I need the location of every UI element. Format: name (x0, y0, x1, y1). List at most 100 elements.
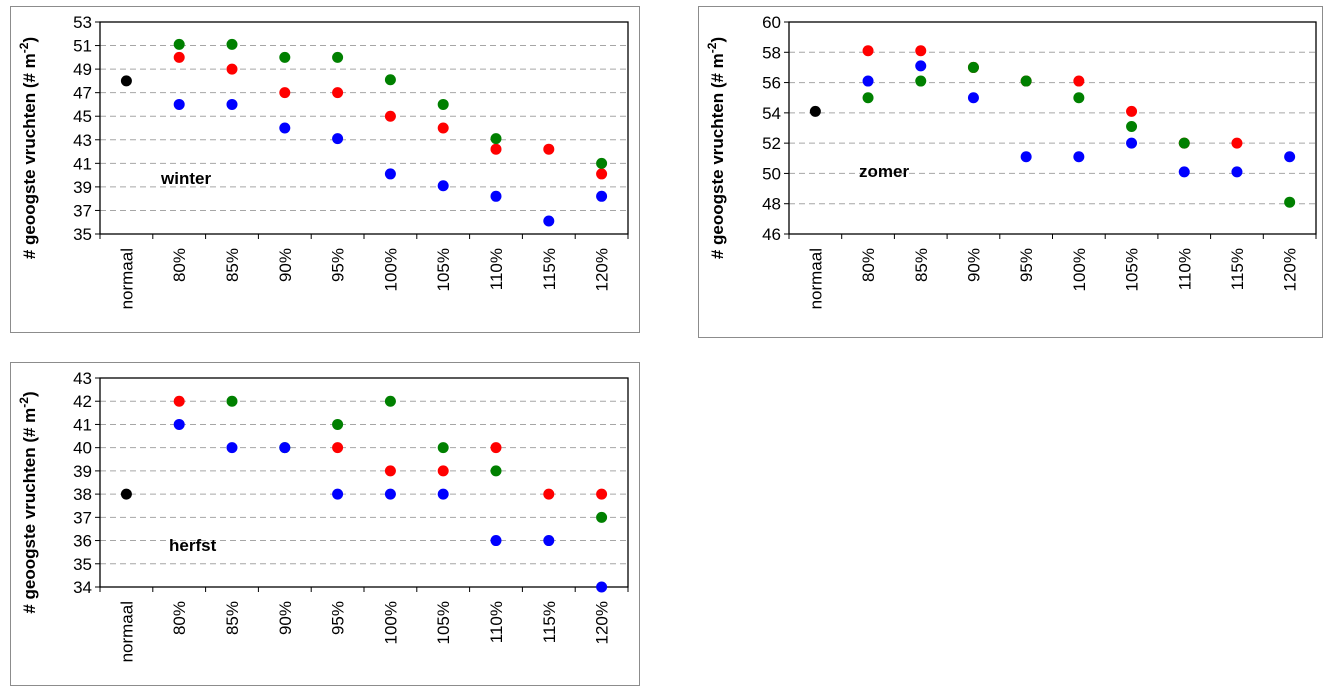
chart-svg: 35 37 39 41 43 45 47 49 51 53 normaal 80% 85% 90% 95% 1… (17, 13, 629, 309)
x-tick-label: 95% (329, 248, 348, 282)
x-tick-label: 110% (487, 601, 506, 643)
data-point-blue (384, 488, 396, 500)
data-point-red (1073, 75, 1085, 87)
y-tick-label: 54 (762, 104, 781, 123)
x-tick-label: 115% (540, 601, 559, 643)
data-point-red (862, 45, 874, 57)
data-point-green (1073, 92, 1085, 104)
data-point-red (490, 442, 502, 454)
data-point-green (1020, 75, 1032, 87)
data-point-green (1178, 137, 1190, 149)
data-point-blue (437, 488, 449, 500)
y-tick-label: 52 (762, 134, 781, 153)
chart-winter: 35 37 39 41 43 45 47 49 51 53 normaal 80% 85% 90% 95% 1… (10, 6, 640, 333)
data-point-green (1126, 120, 1138, 132)
y-tick-label: 35 (73, 225, 92, 244)
data-point-blue (543, 215, 555, 227)
data-point-blue (596, 190, 608, 202)
y-axis-label: # geoogste vruchten (# m-2) (17, 37, 39, 259)
data-point-blue (437, 180, 449, 192)
y-tick-label: 46 (762, 225, 781, 244)
data-point-blue (332, 133, 344, 145)
x-tick-label: 105% (434, 601, 453, 644)
data-point-blue (1284, 151, 1296, 163)
data-point-blue (384, 168, 396, 180)
data-point-red (1126, 105, 1138, 117)
y-tick-label: 34 (73, 578, 92, 597)
y-tick-label: 58 (762, 43, 781, 62)
data-point-green (490, 133, 502, 145)
x-tick-label: 115% (540, 248, 559, 290)
y-tick-label: 41 (73, 415, 92, 434)
data-point-black (120, 75, 132, 87)
y-tick-label: 60 (762, 13, 781, 32)
data-point-green (332, 51, 344, 63)
x-tick-label: 115% (1228, 248, 1247, 290)
y-tick-label: 43 (73, 131, 92, 150)
x-tick-label: 110% (1175, 248, 1194, 290)
data-point-red (173, 395, 185, 407)
data-point-blue (490, 535, 502, 547)
x-tick-label: 100% (381, 248, 400, 291)
data-point-red (1231, 137, 1243, 149)
y-tick-label: 48 (762, 195, 781, 214)
y-tick-label: 42 (73, 392, 92, 411)
y-tick-label: 36 (73, 532, 92, 551)
x-tick-label: 120% (1281, 248, 1300, 291)
data-point-blue (1231, 166, 1243, 178)
data-point-green (279, 51, 291, 63)
y-axis-label: # geoogste vruchten (# m-2) (705, 37, 727, 259)
data-point-green (596, 511, 608, 523)
y-tick-label: 47 (73, 84, 92, 103)
y-tick-label: 53 (73, 13, 92, 32)
data-point-blue (173, 98, 185, 110)
data-point-blue (173, 418, 185, 430)
y-tick-label: 50 (762, 164, 781, 183)
y-tick-label: 40 (73, 439, 92, 458)
data-point-red (279, 87, 291, 99)
data-point-blue (332, 488, 344, 500)
x-tick-label: normaal (117, 601, 136, 662)
data-point-green (173, 38, 185, 50)
y-tick-label: 35 (73, 555, 92, 574)
data-point-red (543, 143, 555, 155)
x-tick-label: 85% (223, 248, 242, 282)
data-point-green (490, 465, 502, 477)
y-tick-label: 37 (73, 508, 92, 527)
data-point-red (490, 143, 502, 155)
y-tick-label: 37 (73, 201, 92, 220)
data-point-green (862, 92, 874, 104)
x-tick-label: 100% (381, 601, 400, 644)
x-tick-label: 85% (223, 601, 242, 635)
y-axis-label: # geoogste vruchten (# m-2) (17, 391, 39, 613)
data-point-green (384, 395, 396, 407)
data-point-blue (490, 190, 502, 202)
data-point-blue (279, 122, 291, 134)
data-point-green (226, 395, 238, 407)
data-point-green (1284, 196, 1296, 208)
season-label: herfst (169, 536, 217, 555)
data-point-red (437, 465, 449, 477)
data-point-blue (915, 60, 927, 72)
y-tick-label: 51 (73, 37, 92, 56)
chart-herfst: 34 35 36 37 38 39 40 41 42 43 normaal 80% 85% 90% 95% 1… (10, 362, 640, 686)
data-point-red (543, 488, 555, 500)
x-tick-label: 80% (170, 601, 189, 635)
data-point-blue (1126, 137, 1138, 149)
data-point-blue (862, 75, 874, 87)
y-tick-label: 39 (73, 462, 92, 481)
data-point-red (384, 110, 396, 122)
data-point-blue (1020, 151, 1032, 163)
x-tick-label: 110% (487, 248, 506, 290)
data-point-green (384, 74, 396, 86)
data-point-green (915, 75, 927, 87)
data-point-black (120, 488, 132, 500)
x-tick-label: 95% (1017, 248, 1036, 282)
x-tick-label: 120% (593, 601, 612, 644)
x-tick-label: 90% (276, 601, 295, 635)
data-point-red (332, 87, 344, 99)
data-point-green (437, 98, 449, 110)
data-point-red (332, 442, 344, 454)
data-point-green (437, 442, 449, 454)
data-point-red (437, 122, 449, 134)
